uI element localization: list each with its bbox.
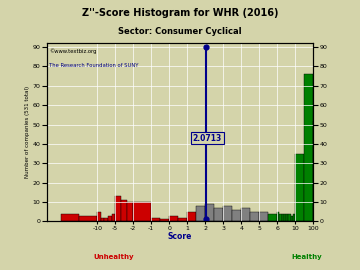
Bar bbox=[121, 200, 127, 221]
Bar bbox=[104, 218, 108, 221]
X-axis label: Score: Score bbox=[168, 232, 192, 241]
Bar bbox=[282, 214, 284, 221]
Text: Z''-Score Histogram for WHR (2016): Z''-Score Histogram for WHR (2016) bbox=[82, 8, 278, 18]
Bar bbox=[169, 215, 178, 221]
Bar bbox=[160, 220, 169, 221]
Bar bbox=[250, 212, 259, 221]
Bar bbox=[205, 204, 214, 221]
Text: Unhealthy: Unhealthy bbox=[93, 254, 134, 260]
Bar bbox=[304, 74, 313, 221]
Bar bbox=[288, 214, 291, 221]
Bar bbox=[187, 212, 196, 221]
Bar bbox=[268, 214, 277, 221]
Bar bbox=[108, 215, 112, 221]
Text: Sector: Consumer Cyclical: Sector: Consumer Cyclical bbox=[118, 27, 242, 36]
Bar bbox=[151, 218, 160, 221]
Text: Healthy: Healthy bbox=[292, 254, 323, 260]
Bar bbox=[112, 214, 115, 221]
Bar bbox=[178, 218, 187, 221]
Bar bbox=[196, 206, 205, 221]
Bar bbox=[115, 196, 121, 221]
Bar bbox=[279, 214, 282, 221]
Y-axis label: Number of companies (531 total): Number of companies (531 total) bbox=[25, 86, 30, 178]
Bar bbox=[101, 218, 104, 221]
Bar bbox=[291, 215, 293, 221]
Bar bbox=[61, 214, 79, 221]
Bar bbox=[133, 202, 151, 221]
Bar bbox=[97, 212, 101, 221]
Text: 2.0713: 2.0713 bbox=[193, 134, 222, 143]
Bar bbox=[241, 208, 250, 221]
Bar bbox=[286, 214, 288, 221]
Bar bbox=[232, 210, 241, 221]
Bar bbox=[79, 215, 97, 221]
Bar bbox=[284, 214, 286, 221]
Bar bbox=[277, 212, 279, 221]
Bar bbox=[295, 154, 304, 221]
Bar bbox=[127, 202, 133, 221]
Bar bbox=[223, 206, 232, 221]
Text: ©www.textbiz.org: ©www.textbiz.org bbox=[49, 49, 97, 54]
Text: The Research Foundation of SUNY: The Research Foundation of SUNY bbox=[49, 63, 139, 68]
Bar bbox=[214, 208, 223, 221]
Bar bbox=[259, 212, 268, 221]
Bar bbox=[293, 214, 295, 221]
